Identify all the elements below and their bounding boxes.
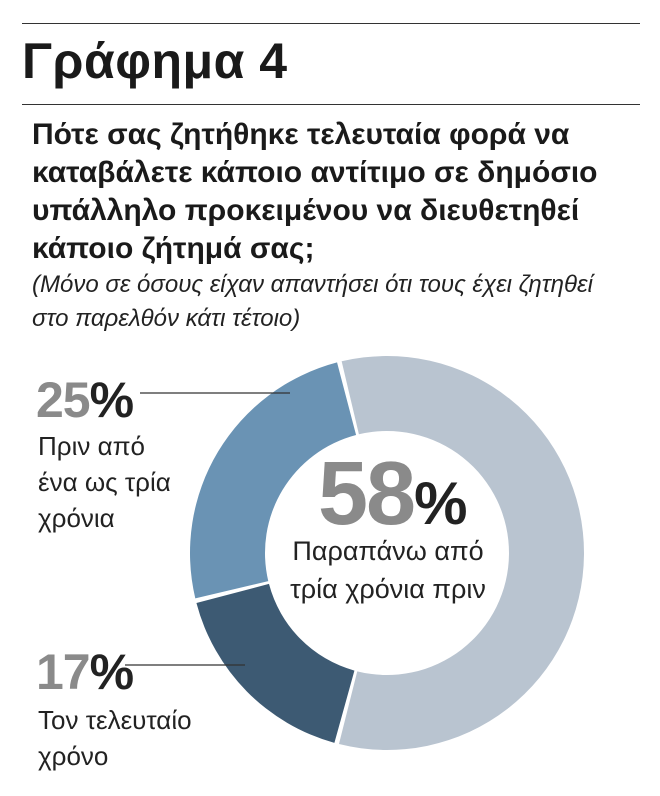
slice-label-17: Τον τελευταίο χρόνο [38,705,192,771]
chart-title: Γράφημα 4 [22,33,288,89]
top-rule [22,23,640,24]
slice-label-58: Παραπάνω από τρία χρόνια πριν [290,536,486,604]
donut-slice-25 [189,362,357,599]
value-number: 58 [318,444,416,544]
slice-value-58: 58% [318,444,467,552]
donut-slice-58 [338,356,584,750]
percent-sign: % [89,644,134,700]
slice-value-17: 17% [36,644,134,700]
title-rule [22,104,640,105]
value-number: 25 [36,372,91,428]
chart-question: Πότε σας ζητήθηκε τελευταία φορά να κατα… [32,118,598,265]
percent-sign: % [89,372,134,428]
slice-label-25: Πριν από ένα ως τρία χρόνια [38,431,171,533]
donut-slices [189,356,584,750]
slice-value-25: 25% [36,372,134,428]
percent-sign: % [414,470,467,537]
value-number: 17 [36,644,91,700]
chart-note: (Μόνο σε όσους είχαν απαντήσει ότι τους … [32,271,593,332]
donut-slice-17 [196,583,355,743]
